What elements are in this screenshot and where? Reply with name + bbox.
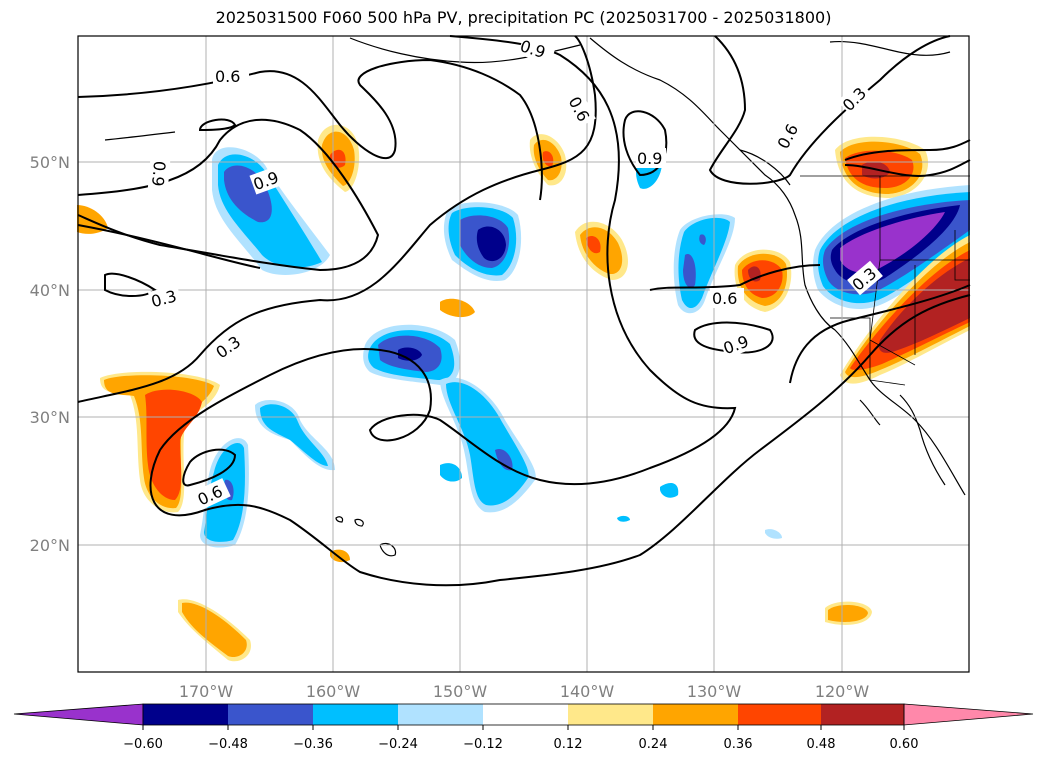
colorbar-segment [821, 704, 904, 725]
shade-blob [446, 382, 529, 506]
contour-label: 0.6 [712, 289, 737, 308]
lat-label-40n: 40°N [30, 281, 70, 300]
shade-blob [828, 604, 868, 622]
shade-blob [699, 234, 706, 245]
colorbar-tick-label: −0.48 [208, 737, 248, 752]
lat-labels: 50°N 40°N 30°N 20°N [30, 153, 70, 555]
lat-label-50n: 50°N [30, 153, 70, 172]
lon-label-120w: 120°W [815, 682, 870, 701]
shade-blob [260, 404, 328, 466]
shade-blob [617, 515, 630, 522]
colorbar-segment [738, 704, 821, 725]
lat-label-30n: 30°N [30, 408, 70, 427]
lat-label-20n: 20°N [30, 536, 70, 555]
lon-labels: 170°W 160°W 150°W 140°W 130°W 120°W [179, 682, 870, 701]
colorbar-tick-label: −0.36 [293, 737, 333, 752]
shade-blob [542, 151, 554, 167]
colorbar-tick-label: −0.60 [123, 737, 163, 752]
shade-blob [586, 235, 601, 254]
colorbar-tick-label: 0.12 [554, 737, 583, 752]
shade-blob [440, 298, 475, 318]
colorbar-extend-high [903, 703, 1034, 726]
shade-blob [440, 463, 462, 482]
gridlines [78, 36, 969, 672]
shade-blob [476, 226, 506, 262]
colorbar: −0.60 −0.48 −0.36 −0.24 −0.12 0.12 0.24 … [13, 703, 1034, 752]
shade-blob [878, 258, 970, 353]
colorbar-tick-label: 0.48 [807, 737, 836, 752]
shade-blob [765, 529, 782, 539]
borders [800, 175, 970, 386]
contour-label: 0.9 [148, 160, 169, 187]
contour-label: 0.6 [215, 67, 240, 86]
colorbar-segment [568, 704, 653, 725]
lon-label-160w: 160°W [306, 682, 361, 701]
shade-blob [683, 254, 696, 288]
contour-label: 0.9 [637, 149, 662, 168]
colorbar-segment [313, 704, 398, 725]
colorbar-tick-label: −0.12 [463, 737, 503, 752]
shade-blob [660, 483, 679, 498]
shade-blob [495, 449, 513, 471]
lon-label-170w: 170°W [179, 682, 234, 701]
colorbar-segment [143, 704, 228, 725]
colorbar-tick-label: −0.24 [378, 737, 418, 752]
map-title: 2025031500 F060 500 hPa PV, precipitatio… [215, 8, 832, 27]
colorbar-segment [483, 704, 568, 725]
lon-label-130w: 130°W [687, 682, 742, 701]
shade-blob [840, 212, 945, 273]
map-frame [77, 35, 970, 673]
precip-shading [77, 124, 970, 662]
colorbar-extend-low [13, 703, 144, 726]
colorbar-segment [653, 704, 738, 725]
lon-label-150w: 150°W [433, 682, 488, 701]
colorbar-tick-label: 0.24 [639, 737, 668, 752]
colorbar-segment [228, 704, 313, 725]
colorbar-segment [398, 704, 483, 725]
colorbar-tick-label: 0.60 [890, 737, 919, 752]
shade-blob [182, 602, 247, 658]
lon-label-140w: 140°W [560, 682, 615, 701]
colorbar-tick-label: 0.36 [724, 737, 753, 752]
